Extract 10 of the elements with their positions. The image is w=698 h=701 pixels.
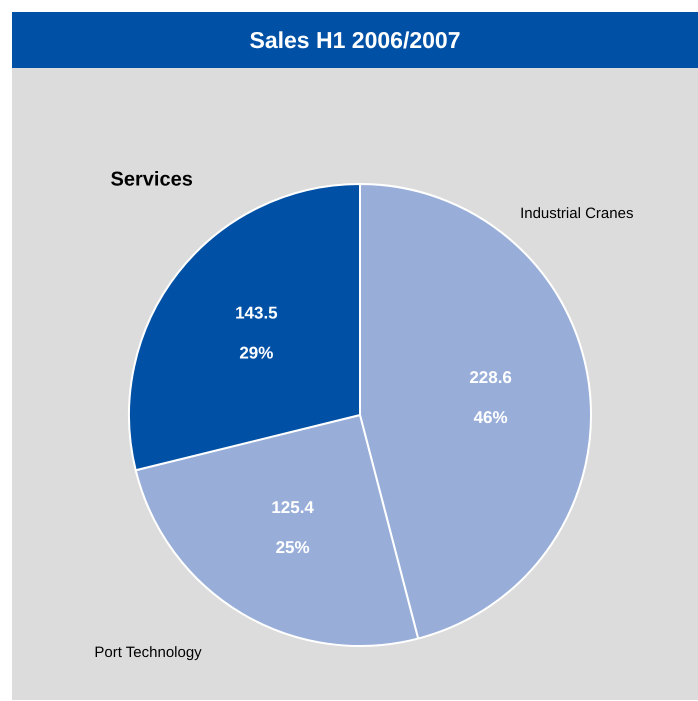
slice-label: Port Technology bbox=[94, 644, 202, 662]
data-label: 228.6 bbox=[469, 368, 512, 387]
text: 29% bbox=[239, 343, 274, 362]
text: 25% bbox=[276, 538, 310, 557]
chart-title: Sales H1 2006/2007 bbox=[12, 12, 698, 68]
data-label: 125.4 bbox=[271, 498, 314, 517]
text: 46% bbox=[474, 408, 508, 427]
slice-label: Services bbox=[110, 168, 193, 190]
data-label: 143.5 bbox=[235, 303, 278, 322]
slice-label: Industrial Cranes bbox=[520, 205, 634, 222]
